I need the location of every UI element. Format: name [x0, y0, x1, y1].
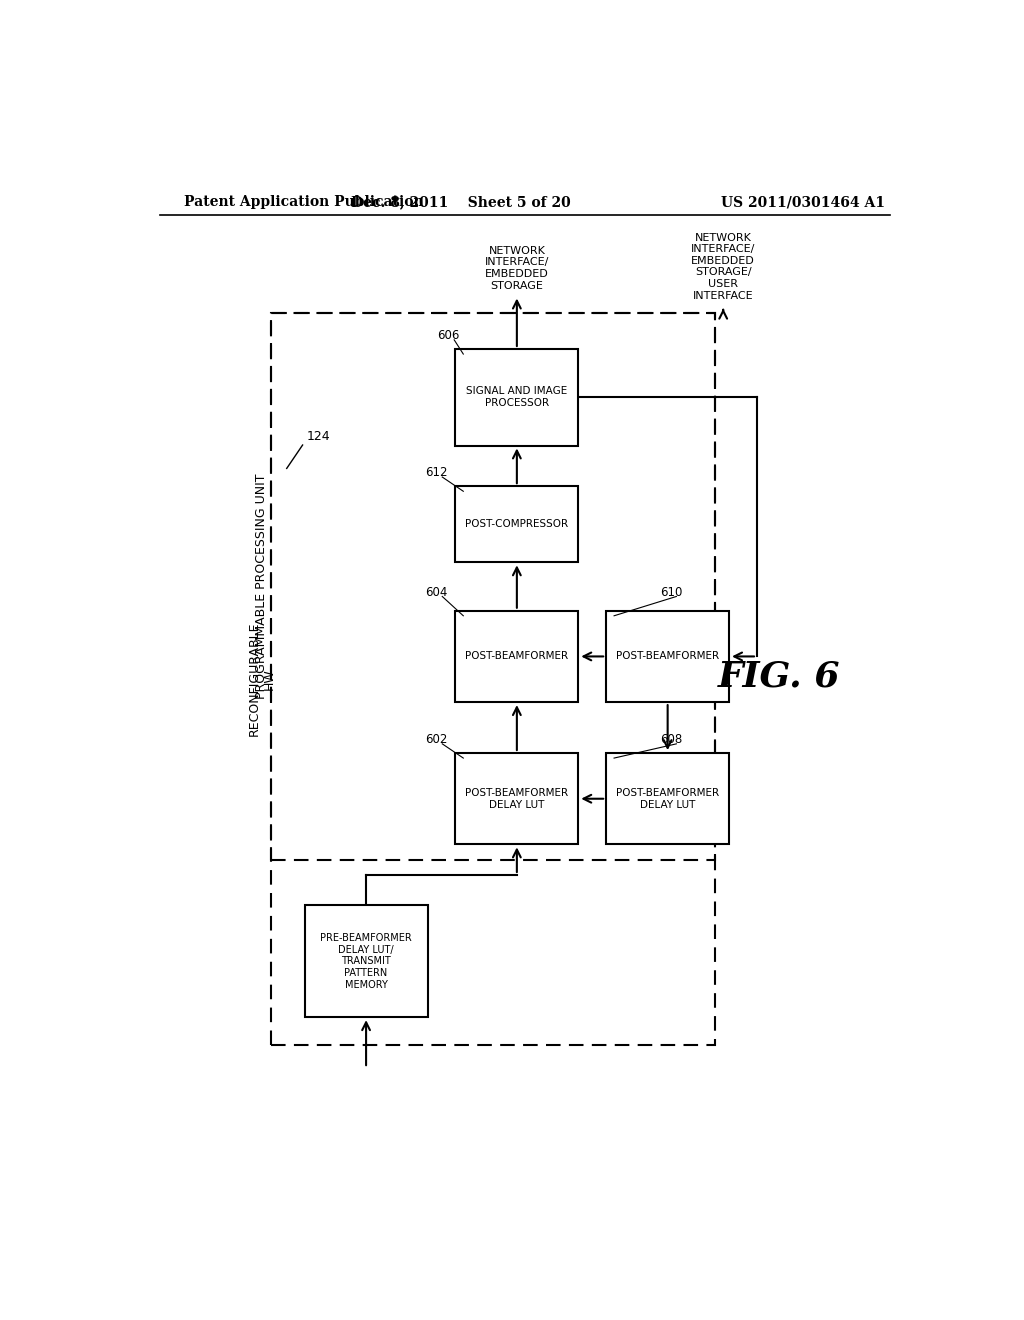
Bar [456, 752, 579, 845]
Text: FIG. 6: FIG. 6 [718, 660, 840, 694]
Bar [456, 611, 579, 702]
Bar [270, 313, 715, 859]
Text: 604: 604 [426, 586, 447, 599]
Bar [304, 906, 428, 1018]
Text: POST-BEAMFORMER
DELAY LUT: POST-BEAMFORMER DELAY LUT [465, 788, 568, 809]
Text: 612: 612 [426, 466, 449, 479]
Text: NETWORK
INTERFACE/
EMBEDDED
STORAGE/
USER
INTERFACE: NETWORK INTERFACE/ EMBEDDED STORAGE/ USE… [691, 232, 756, 301]
Text: Dec. 8, 2011    Sheet 5 of 20: Dec. 8, 2011 Sheet 5 of 20 [351, 195, 571, 209]
Bar [456, 348, 579, 446]
Text: RECONFIGURABLE
HW: RECONFIGURABLE HW [248, 622, 275, 737]
Text: Patent Application Publication: Patent Application Publication [183, 195, 423, 209]
Text: 602: 602 [426, 734, 447, 746]
Text: 608: 608 [659, 734, 682, 746]
Text: POST-BEAMFORMER
DELAY LUT: POST-BEAMFORMER DELAY LUT [616, 788, 719, 809]
Text: POST-BEAMFORMER: POST-BEAMFORMER [465, 652, 568, 661]
Bar [270, 313, 715, 1044]
Text: NETWORK
INTERFACE/
EMBEDDED
STORAGE: NETWORK INTERFACE/ EMBEDDED STORAGE [484, 246, 549, 290]
Text: US 2011/0301464 A1: US 2011/0301464 A1 [721, 195, 885, 209]
Text: 606: 606 [437, 329, 460, 342]
Text: PROGRAMMABLE PROCESSING UNIT: PROGRAMMABLE PROCESSING UNIT [255, 474, 268, 700]
Text: POST-COMPRESSOR: POST-COMPRESSOR [465, 519, 568, 529]
Text: SIGNAL AND IMAGE
PROCESSOR: SIGNAL AND IMAGE PROCESSOR [466, 387, 567, 408]
Text: POST-BEAMFORMER: POST-BEAMFORMER [616, 652, 719, 661]
Text: 610: 610 [659, 586, 682, 599]
Text: 124: 124 [306, 430, 330, 444]
Bar [606, 752, 729, 845]
Text: PRE-BEAMFORMER
DELAY LUT/
TRANSMIT
PATTERN
MEMORY: PRE-BEAMFORMER DELAY LUT/ TRANSMIT PATTE… [321, 933, 412, 990]
Bar [606, 611, 729, 702]
Bar [456, 486, 579, 562]
